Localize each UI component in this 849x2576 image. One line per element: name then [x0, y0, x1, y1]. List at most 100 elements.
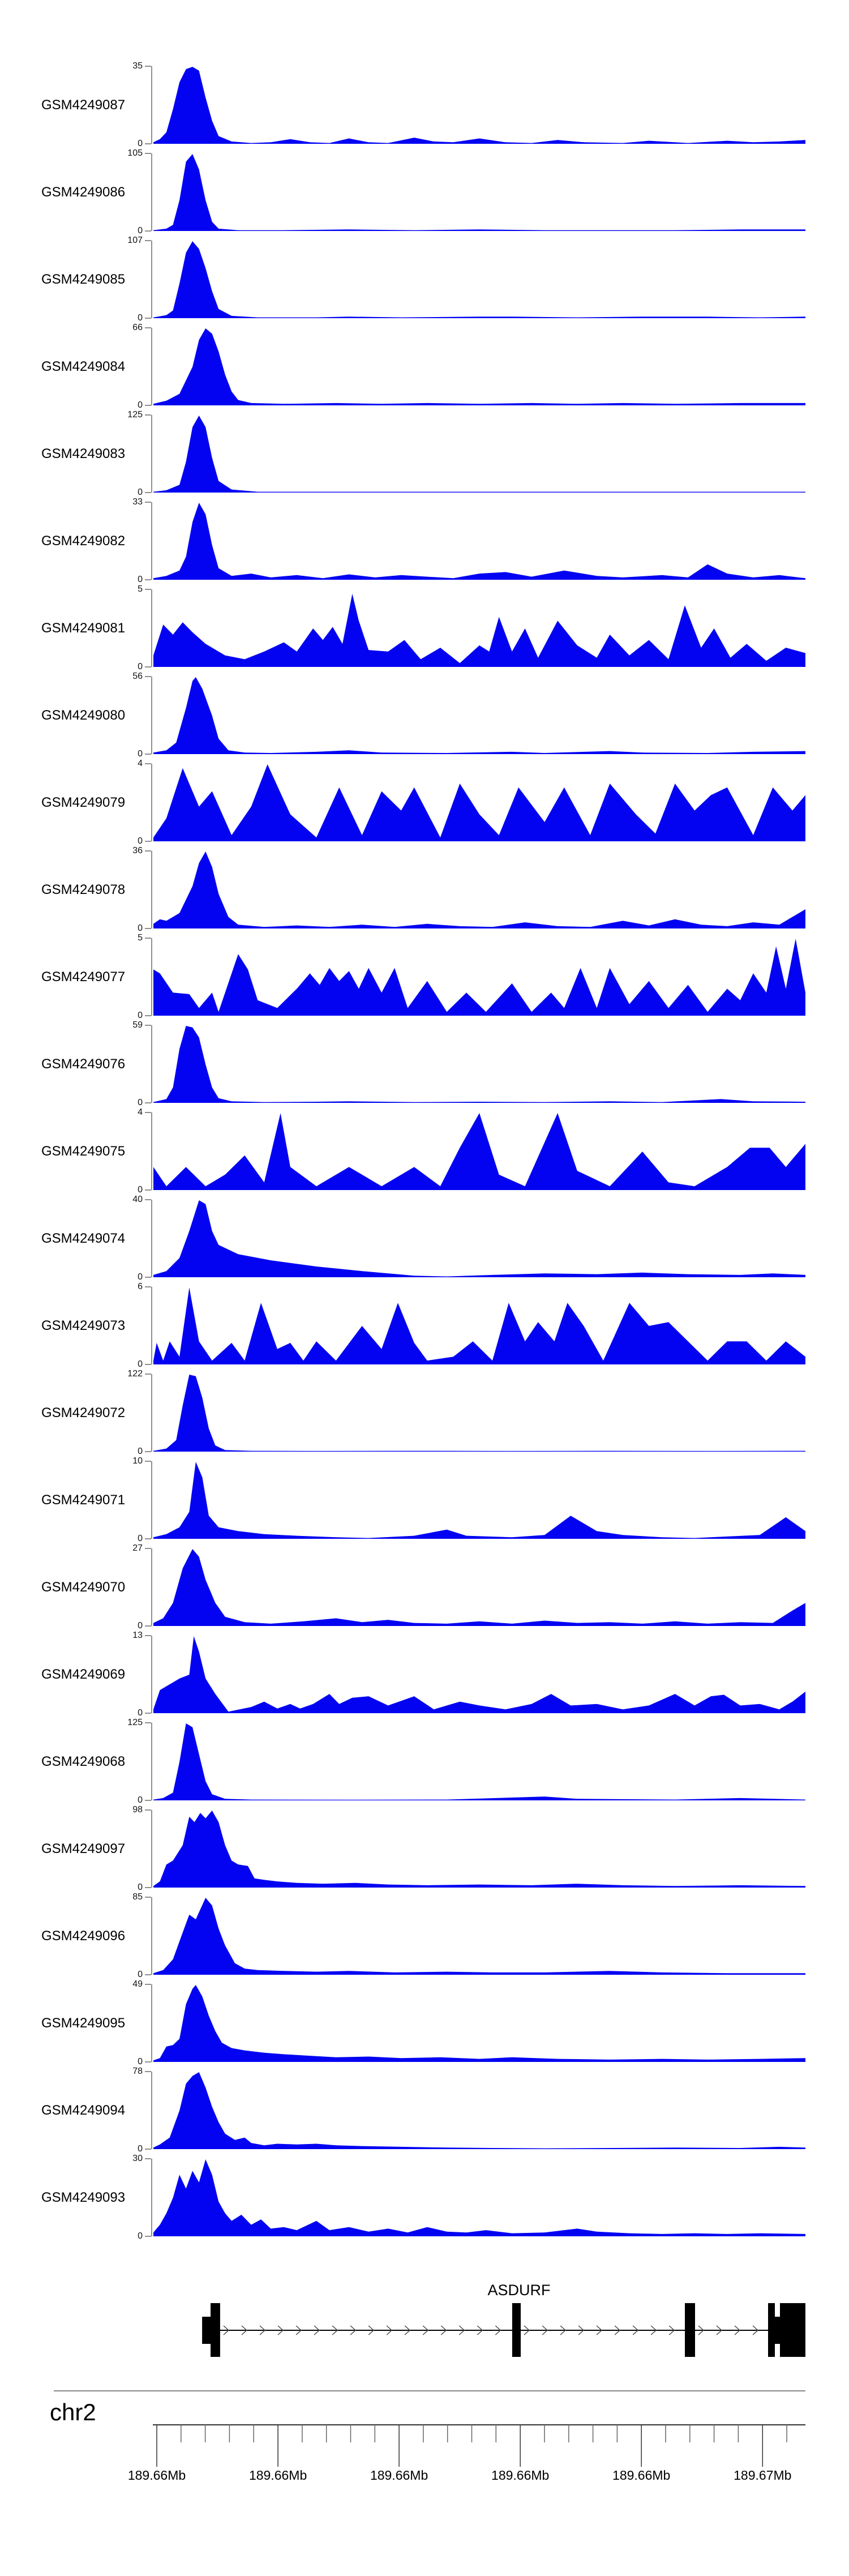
coverage-signal	[153, 1287, 805, 1364]
y-axis-zero-label: 0	[138, 749, 143, 759]
coverage-area	[153, 1113, 805, 1190]
y-axis-top-tick	[145, 1461, 151, 1462]
y-axis-zero-label: 0	[138, 1447, 143, 1456]
y-axis-zero-label: 0	[138, 487, 143, 497]
coverage-area	[153, 593, 805, 667]
y-axis-zero-label: 0	[138, 575, 143, 584]
y-axis-zero-label: 0	[138, 923, 143, 933]
coverage-track-row: GSM4249077 5 0	[0, 933, 849, 1020]
y-axis-line	[151, 851, 152, 928]
axis-tick-label: 189.66Mb	[249, 2468, 307, 2483]
coverage-signal	[153, 503, 805, 580]
y-axis-max-label: 105	[127, 148, 143, 158]
y-axis-max-label: 59	[132, 1020, 143, 1030]
axis-separator-line	[54, 2390, 805, 2391]
track-sample-label: GSM4249074	[41, 1230, 126, 1246]
strand-direction-chevron-icon	[386, 2325, 393, 2335]
genome-coordinate-axis: 189.66Mb 189.66Mb 189.66Mb 189.66Mb 189.66Mb…	[128, 2424, 805, 2483]
y-axis-top-tick	[145, 2158, 151, 2159]
coverage-signal	[153, 416, 805, 493]
y-axis-line	[151, 1374, 152, 1452]
strand-direction-chevron-icon	[632, 2325, 639, 2335]
coverage-signal	[153, 1462, 805, 1539]
y-axis-max-label: 27	[132, 1543, 143, 1553]
y-axis-zero-label: 0	[138, 1882, 143, 1892]
strand-direction-chevron-icon	[259, 2325, 266, 2335]
y-axis-max-label: 5	[138, 933, 143, 943]
coverage-area	[153, 1287, 805, 1364]
y-axis-line	[151, 1636, 152, 1713]
track-sample-label: GSM4249082	[41, 533, 126, 549]
y-axis-zero-tick	[145, 1887, 151, 1888]
track-sample-label: GSM4249077	[41, 969, 126, 985]
track-sample-label: GSM4249080	[41, 707, 126, 723]
y-axis-zero-tick	[145, 1189, 151, 1191]
strand-direction-chevron-icon	[752, 2325, 759, 2335]
strand-direction-chevron-icon	[368, 2325, 375, 2335]
y-axis-line	[151, 241, 152, 318]
strand-direction-chevron-icon	[223, 2325, 229, 2335]
y-axis-top-tick	[145, 414, 151, 416]
axis-tick-label: 189.66Mb	[612, 2468, 670, 2483]
y-axis-max-label: 98	[132, 1805, 143, 1815]
y-axis-line	[151, 1287, 152, 1364]
y-axis-zero-tick	[145, 318, 151, 319]
y-axis-line	[151, 415, 152, 493]
y-axis-max-label: 10	[132, 1456, 143, 1466]
coverage-signal	[153, 2159, 805, 2236]
y-axis-zero-tick	[145, 1625, 151, 1627]
track-sample-label: GSM4249079	[41, 794, 126, 810]
y-axis-line	[151, 502, 152, 580]
y-axis-zero-tick	[145, 492, 151, 493]
exon-box	[768, 2303, 775, 2357]
y-axis-zero-tick	[145, 666, 151, 667]
strand-direction-chevron-icon	[734, 2325, 741, 2335]
coverage-area	[153, 1026, 805, 1103]
chromosome-label: chr2	[50, 2399, 96, 2425]
y-axis-zero-label: 0	[138, 1534, 143, 1543]
coverage-area	[153, 1636, 805, 1713]
y-axis-zero-tick	[145, 230, 151, 232]
y-axis-max-label: 122	[127, 1369, 143, 1379]
y-axis-top-tick	[145, 676, 151, 677]
coverage-area	[153, 1375, 805, 1452]
strand-direction-chevron-icon	[440, 2325, 447, 2335]
coverage-signal	[153, 1375, 805, 1452]
coverage-area	[153, 503, 805, 580]
coverage-area	[153, 851, 805, 928]
strand-direction-chevron-icon	[650, 2325, 657, 2335]
y-axis-zero-tick	[145, 1451, 151, 1452]
y-axis-line	[151, 1200, 152, 1277]
coverage-signal	[153, 1636, 805, 1713]
y-axis-max-label: 4	[138, 1107, 143, 1117]
y-axis-top-tick	[145, 502, 151, 503]
coverage-area	[153, 1200, 805, 1277]
y-axis-zero-tick	[145, 1713, 151, 1714]
y-axis-line	[151, 1897, 152, 1975]
coverage-area	[153, 1811, 805, 1888]
y-axis-line	[151, 66, 152, 144]
y-axis-top-tick	[145, 589, 151, 590]
coverage-track-row: GSM4249072 122 0	[0, 1369, 849, 1456]
exon-box	[775, 2317, 780, 2344]
y-axis-zero-label: 0	[138, 1185, 143, 1195]
track-sample-label: GSM4249068	[41, 1753, 126, 1769]
y-axis-line	[151, 589, 152, 667]
y-axis-top-tick	[145, 1373, 151, 1375]
y-axis-zero-label: 0	[138, 139, 143, 148]
coverage-signal	[153, 851, 805, 928]
strand-direction-chevron-icon	[404, 2325, 411, 2335]
y-axis-zero-tick	[145, 579, 151, 580]
coverage-track-row: GSM4249073 6 0	[0, 1282, 849, 1369]
coverage-signal	[153, 593, 805, 667]
y-axis-max-label: 49	[132, 1979, 143, 1989]
coverage-signal	[153, 1898, 805, 1975]
coverage-area	[153, 1549, 805, 1626]
strand-direction-chevron-icon	[277, 2325, 284, 2335]
coverage-signal	[153, 1811, 805, 1888]
y-axis-zero-tick	[145, 1538, 151, 1539]
exon-box	[202, 2317, 211, 2344]
y-axis-line	[151, 2072, 152, 2149]
y-axis-zero-label: 0	[138, 1272, 143, 1282]
strand-direction-chevron-icon	[542, 2325, 548, 2335]
